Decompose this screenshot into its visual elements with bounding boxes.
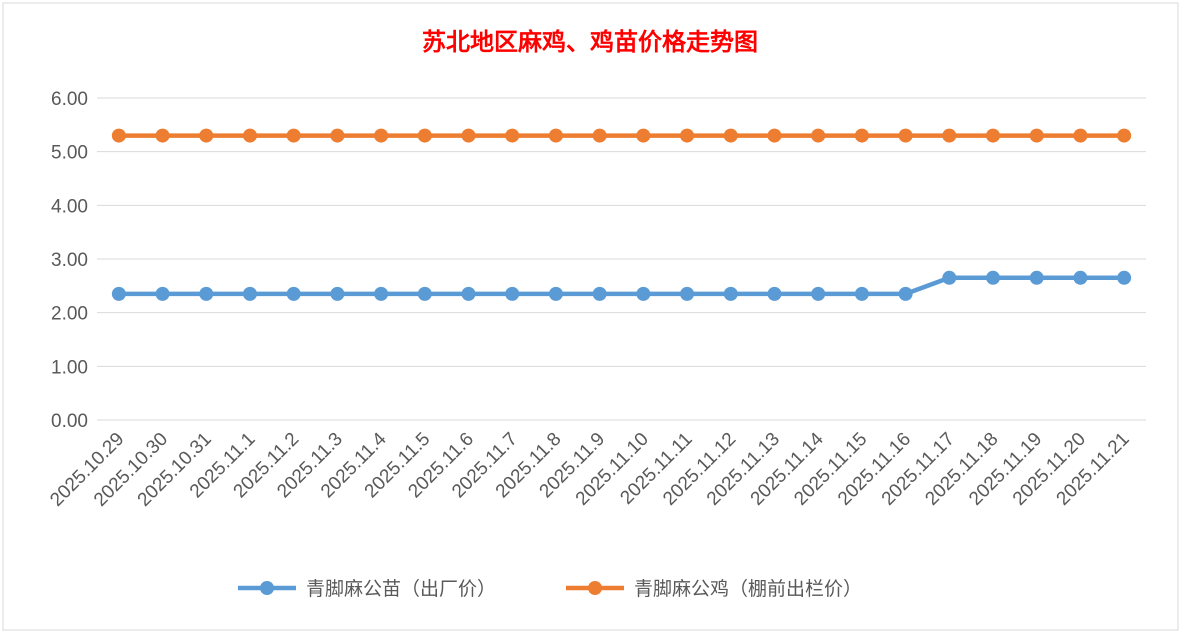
legend: 青脚麻公苗（出厂价） 青脚麻公鸡（棚前出栏价）	[238, 578, 862, 600]
data-point	[199, 128, 214, 143]
series-1	[111, 270, 1132, 301]
y-tick-label: 6.00	[51, 89, 88, 110]
data-point	[417, 286, 432, 301]
data-point	[1029, 128, 1044, 143]
data-point	[898, 128, 913, 143]
data-point	[1117, 270, 1132, 285]
data-point	[286, 286, 301, 301]
data-point	[111, 128, 126, 143]
data-point	[548, 128, 563, 143]
y-tick-label: 0.00	[51, 411, 88, 432]
data-point	[374, 286, 389, 301]
data-point	[417, 128, 432, 143]
gridlines	[97, 97, 1146, 421]
data-point	[636, 286, 651, 301]
data-point	[680, 286, 695, 301]
y-tick-label: 3.00	[51, 250, 88, 271]
y-tick-label: 1.00	[51, 357, 88, 378]
data-point	[155, 128, 170, 143]
data-point	[286, 128, 301, 143]
data-point	[942, 270, 957, 285]
data-point	[1117, 128, 1132, 143]
data-point	[242, 128, 257, 143]
data-point	[505, 286, 520, 301]
y-axis-tick-labels: 0.00 1.00 2.00 3.00 4.00 5.00 6.00	[51, 89, 88, 432]
data-point	[242, 286, 257, 301]
data-point	[1073, 128, 1088, 143]
data-point	[811, 286, 826, 301]
data-point	[680, 128, 695, 143]
data-point	[592, 286, 607, 301]
series-line	[118, 275, 1125, 297]
y-tick-label: 2.00	[51, 304, 88, 325]
data-point	[767, 128, 782, 143]
data-point	[854, 286, 869, 301]
data-point	[330, 286, 345, 301]
data-point	[942, 128, 957, 143]
legend-label: 青脚麻公苗（出厂价）	[306, 578, 496, 600]
legend-label: 青脚麻公鸡（棚前出栏价）	[634, 578, 862, 600]
data-point	[592, 128, 607, 143]
y-tick-label: 5.00	[51, 143, 88, 164]
data-point	[767, 286, 782, 301]
data-point	[723, 286, 738, 301]
legend-item: 青脚麻公鸡（棚前出栏价）	[566, 578, 862, 600]
data-point	[986, 128, 1001, 143]
chart-title: 苏北地区麻鸡、鸡苗价格走势图	[422, 27, 758, 56]
data-point	[374, 128, 389, 143]
data-point	[461, 128, 476, 143]
y-tick-label: 4.00	[51, 196, 88, 217]
data-point	[1073, 270, 1088, 285]
legend-item: 青脚麻公苗（出厂价）	[238, 578, 496, 600]
series-2	[111, 128, 1132, 143]
data-point	[461, 286, 476, 301]
data-point	[330, 128, 345, 143]
series-group	[111, 128, 1132, 301]
legend-marker	[260, 581, 274, 595]
data-point	[636, 128, 651, 143]
data-point	[155, 286, 170, 301]
data-point	[111, 286, 126, 301]
data-point	[723, 128, 738, 143]
data-point	[811, 128, 826, 143]
data-point	[1029, 270, 1044, 285]
legend-marker	[588, 581, 602, 595]
data-point	[854, 128, 869, 143]
data-point	[199, 286, 214, 301]
data-point	[548, 286, 563, 301]
data-point	[505, 128, 520, 143]
data-point	[898, 286, 913, 301]
data-point	[986, 270, 1001, 285]
